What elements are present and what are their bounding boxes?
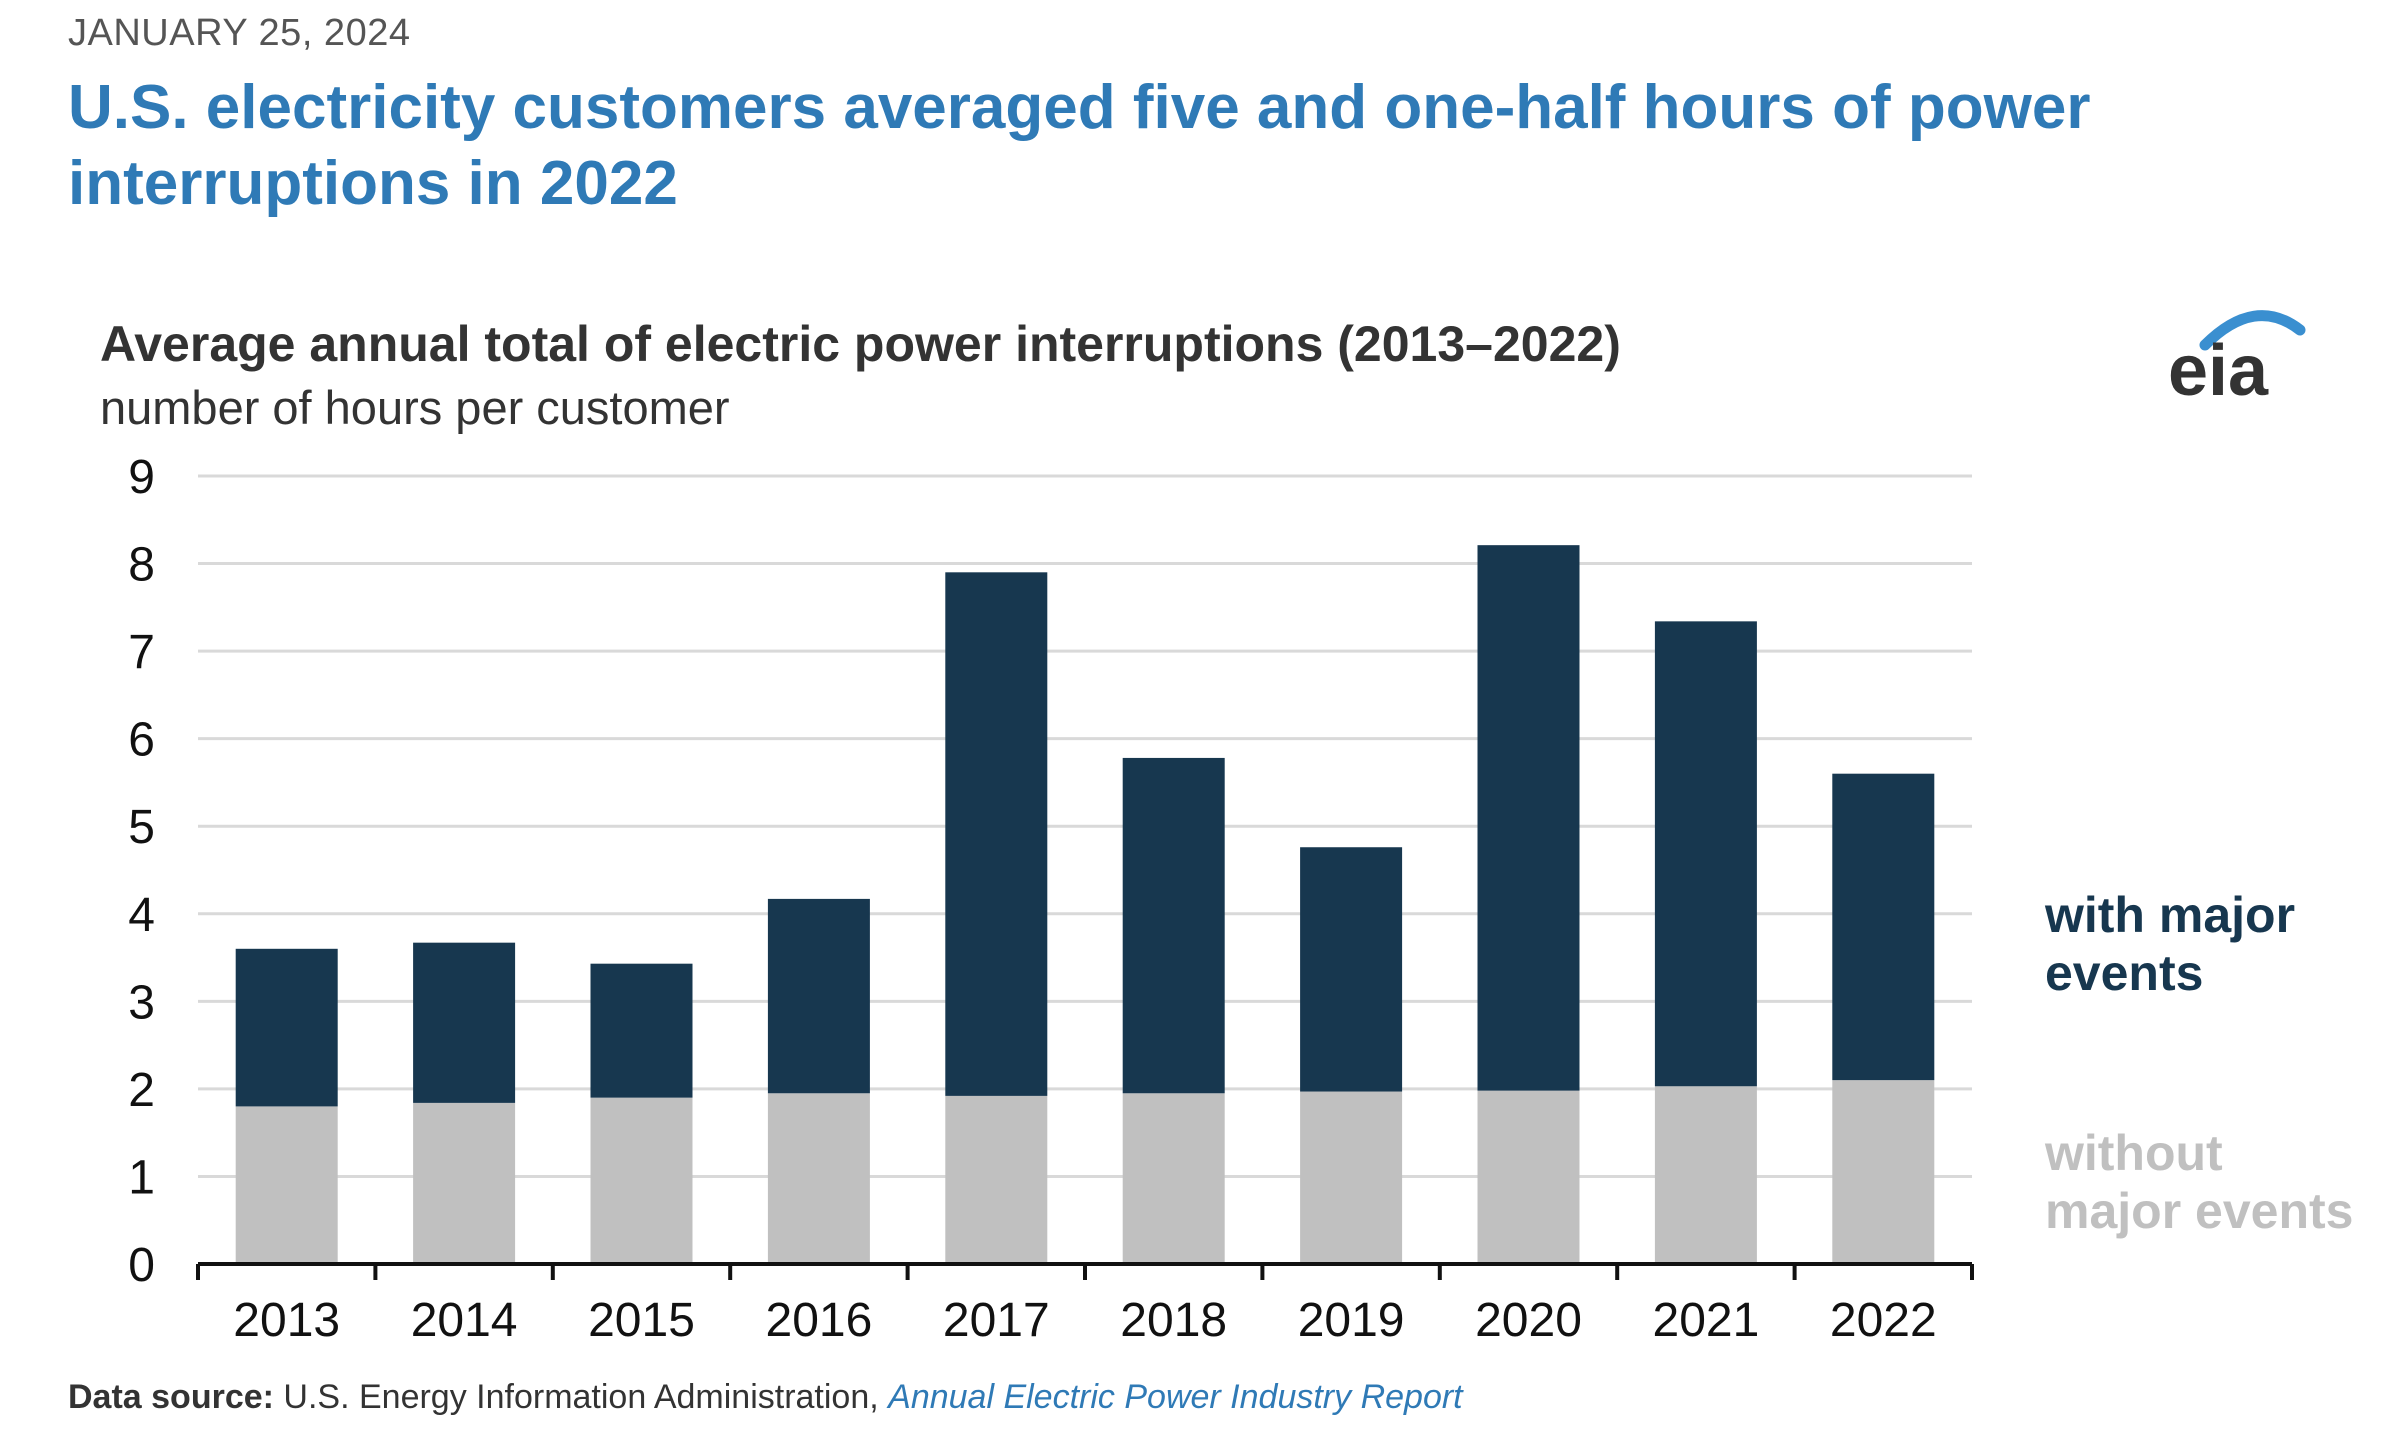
y-tick-label: 8: [128, 539, 155, 592]
bar-without-major-events: [413, 1102, 516, 1264]
eia-logo-icon[interactable]: eia: [2160, 300, 2310, 410]
bar-without-major-events: [235, 1106, 338, 1264]
bar-without-major-events: [1654, 1086, 1757, 1264]
chart-title: Average annual total of electric power i…: [100, 316, 1621, 372]
x-tick-label: 2016: [766, 1294, 873, 1347]
svg-text:eia: eia: [2168, 331, 2269, 410]
publication-date: JANUARY 25, 2024: [68, 12, 411, 54]
y-tick-label: 0: [128, 1239, 155, 1292]
bar-without-major-events: [767, 1093, 870, 1264]
source-text: U.S. Energy Information Administration,: [283, 1378, 879, 1416]
x-tick-label: 2019: [1298, 1294, 1405, 1347]
y-tick-label: 5: [128, 801, 155, 854]
y-tick-label: 9: [128, 451, 155, 504]
x-tick-label: 2014: [411, 1294, 518, 1347]
bar-with-major-events: [1300, 847, 1403, 1092]
legend-with-major-events: with major events: [2044, 887, 2295, 1001]
y-tick-label: 6: [128, 714, 155, 767]
bar-with-major-events: [1122, 757, 1225, 1094]
bar-with-major-events: [590, 963, 693, 1098]
bar-without-major-events: [1300, 1091, 1403, 1264]
bar-with-major-events: [1654, 621, 1757, 1087]
bar-with-major-events: [767, 898, 870, 1094]
y-tick-label: 3: [128, 976, 155, 1029]
y-tick-label: 7: [128, 626, 155, 679]
legend-without-major-events: without major events: [2044, 1125, 2353, 1239]
bar-without-major-events: [590, 1097, 693, 1264]
bar-with-major-events: [1477, 545, 1580, 1091]
x-tick-label: 2018: [1120, 1294, 1227, 1347]
y-tick-label: 4: [128, 889, 155, 942]
bar-with-major-events: [945, 572, 1048, 1096]
bar-with-major-events: [235, 948, 338, 1107]
y-tick-label: 1: [128, 1151, 155, 1204]
bar-without-major-events: [945, 1095, 1048, 1264]
x-tick-label: 2022: [1830, 1294, 1937, 1347]
y-tick-label: 2: [128, 1064, 155, 1117]
source-label: Data source:: [68, 1378, 274, 1416]
bar-with-major-events: [413, 942, 516, 1103]
bar-without-major-events: [1122, 1093, 1225, 1264]
x-tick-label: 2015: [588, 1294, 695, 1347]
page-headline: U.S. electricity customers averaged five…: [68, 73, 2091, 218]
x-tick-label: 2021: [1653, 1294, 1760, 1347]
source-link[interactable]: Annual Electric Power Industry Report: [888, 1378, 1463, 1416]
x-tick-label: 2017: [943, 1294, 1050, 1347]
data-source: Data source: U.S. Energy Information Adm…: [68, 1378, 1463, 1417]
x-tick-label: 2020: [1475, 1294, 1582, 1347]
bar-without-major-events: [1832, 1080, 1935, 1264]
chart-subtitle: number of hours per customer: [100, 381, 730, 434]
bar-without-major-events: [1477, 1090, 1580, 1264]
bar-with-major-events: [1832, 773, 1935, 1081]
x-tick-label: 2013: [233, 1294, 340, 1347]
